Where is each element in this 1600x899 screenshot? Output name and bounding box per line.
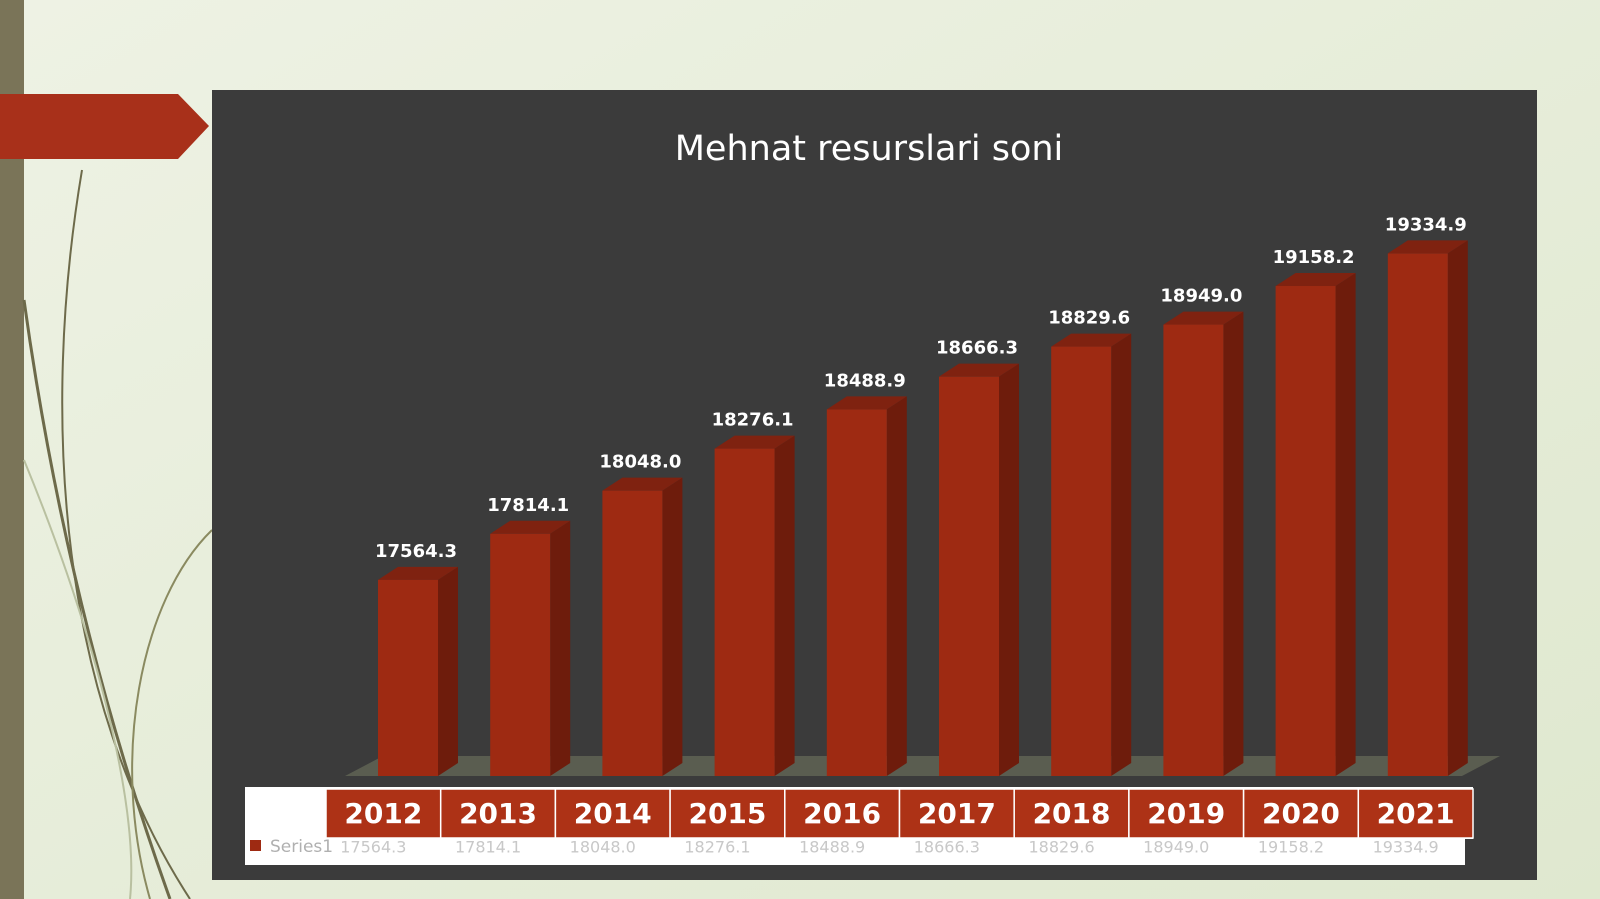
bar-top <box>714 435 795 449</box>
bar-side <box>1335 273 1356 776</box>
chart-title: Mehnat resurslari soni <box>675 129 1064 169</box>
x-tick-label: 2015 <box>688 797 766 830</box>
bar-top <box>1051 333 1132 347</box>
bar-side <box>550 520 571 776</box>
bar-top <box>1163 311 1244 325</box>
x-tick-label: 2017 <box>918 797 996 830</box>
table-value: 18949.0 <box>1143 838 1209 857</box>
category-cell <box>898 788 1015 839</box>
x-tick-label: 2013 <box>459 797 537 830</box>
arrow-banner <box>0 94 209 159</box>
table-value: 18276.1 <box>684 838 750 857</box>
table-value: 19158.2 <box>1258 838 1324 857</box>
data-label: 19158.2 <box>1273 247 1355 268</box>
table-value: 18488.9 <box>799 838 865 857</box>
bar-side <box>438 566 458 776</box>
bar <box>826 409 887 776</box>
table-value: 17814.1 <box>455 838 521 857</box>
data-label: 17814.1 <box>487 495 569 516</box>
decor-line <box>23 459 133 899</box>
bar-top <box>490 520 571 534</box>
x-tick-label: 2021 <box>1377 797 1455 830</box>
x-tick-label: 2019 <box>1147 797 1225 830</box>
bar-top <box>939 363 1019 377</box>
table-value: 18048.0 <box>570 838 636 857</box>
decor-line <box>22 299 172 899</box>
table-value: 19334.9 <box>1373 838 1439 857</box>
bar <box>378 579 438 776</box>
table-value: 18829.6 <box>1028 838 1094 857</box>
bar-top <box>1387 240 1468 254</box>
category-cell <box>1013 788 1130 839</box>
bar <box>1387 253 1448 777</box>
bar-side <box>1447 240 1468 777</box>
bar-side <box>1111 333 1132 776</box>
data-label: 18048.0 <box>599 452 681 473</box>
bar-side <box>886 396 907 776</box>
bar-side <box>999 363 1019 776</box>
data-label: 18949.0 <box>1160 286 1242 307</box>
table-value: 17564.3 <box>340 838 406 857</box>
bar-side <box>774 435 795 776</box>
x-tick-label: 2014 <box>574 797 652 830</box>
bar <box>714 448 775 776</box>
category-cell <box>439 788 557 839</box>
category-cell <box>669 788 786 839</box>
bar-top <box>826 396 907 410</box>
decor-line <box>131 529 213 899</box>
bar <box>490 533 551 776</box>
table-value: 18666.3 <box>914 838 980 857</box>
table-row <box>245 839 1465 865</box>
bar-side <box>662 477 683 776</box>
x-tick-label: 2020 <box>1262 797 1340 830</box>
legend-label: Series1 <box>270 837 333 857</box>
legend-swatch <box>250 840 261 851</box>
data-label: 19334.9 <box>1385 214 1467 235</box>
bar <box>939 376 999 776</box>
bar <box>1051 346 1112 776</box>
bar-top <box>1275 273 1356 287</box>
x-tick-label: 2018 <box>1033 797 1111 830</box>
bar <box>1163 324 1224 776</box>
data-label: 18276.1 <box>712 410 794 431</box>
category-cell <box>1357 788 1474 839</box>
bar <box>602 490 663 776</box>
data-label: 18829.6 <box>1048 308 1130 329</box>
x-tick-label: 2012 <box>344 797 422 830</box>
data-label: 17564.3 <box>375 541 457 562</box>
data-label: 18666.3 <box>936 338 1018 359</box>
bar-top <box>378 566 458 580</box>
x-tick-label: 2016 <box>803 797 881 830</box>
bar-top <box>602 477 683 491</box>
data-label: 18488.9 <box>824 370 906 391</box>
category-cell <box>1242 788 1360 839</box>
bar <box>1275 286 1336 776</box>
bar-side <box>1223 311 1244 776</box>
